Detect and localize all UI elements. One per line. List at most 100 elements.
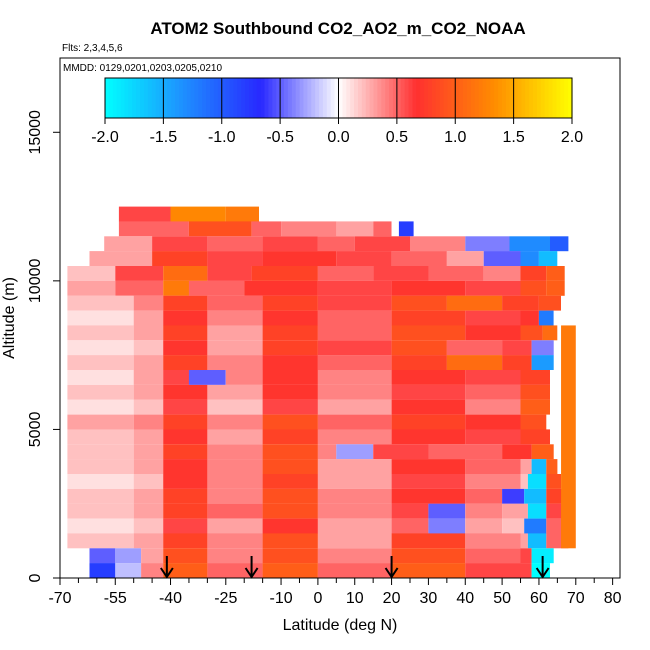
heatmap-cell [465,310,521,326]
colorbar-swatch [505,78,511,118]
colorbar-swatch [451,78,456,118]
heatmap-cell [251,221,282,237]
heatmap-cell [391,563,466,578]
colorbar-swatch [132,78,137,118]
heatmap-cell [520,325,543,341]
heatmap-cell [354,236,410,252]
x-tick-label: 50 [493,590,511,607]
heatmap-cell [281,221,337,237]
heatmap-cell [262,340,318,356]
heatmap-cell [428,503,466,519]
colorbar-swatch [287,78,293,118]
heatmap-cell [465,429,521,445]
colorbar-swatch [284,78,289,118]
colorbar-swatch [525,78,530,118]
heatmap-cell [531,444,554,460]
heatmap-cell [163,429,208,445]
heatmap-cell [391,295,447,311]
heatmap-cell [520,548,532,564]
colorbar-swatch [171,78,176,118]
colorbar-swatch [342,78,347,118]
x-tick-label: -70 [48,590,71,607]
colorbar-swatch [474,78,480,118]
heatmap-cell [163,548,208,564]
heatmap-cell [546,459,558,474]
heatmap-cell [104,236,153,252]
heatmap-cell [170,206,226,222]
colorbar-swatch [167,78,172,118]
heatmap-cell [133,444,164,460]
heatmap-cell [251,266,318,281]
colorbar-swatch [315,78,320,118]
heatmap-cell [67,474,134,489]
heatmap-cell [163,266,208,281]
heatmap-cell [133,518,164,534]
colorbar-swatch [225,78,231,118]
colorbar-swatch [459,78,464,118]
heatmap-cell [317,414,392,430]
heatmap-cell [391,414,466,430]
heatmap-cell [465,384,521,400]
heatmap-cell [67,295,134,311]
heatmap-cell [502,295,539,311]
heatmap-cell [262,533,318,549]
colorbar-swatch [346,78,351,118]
colorbar-swatch [455,78,460,118]
flight-arrow-head [160,567,174,579]
colorbar-swatch [143,78,149,118]
colorbar-swatch [552,78,558,118]
heatmap-cell [446,251,484,266]
heatmap-cell [531,459,547,474]
colorbar-swatch [151,78,157,118]
heatmap-cell [531,340,554,356]
heatmap-cell [163,310,208,326]
colorbar-swatch [194,78,199,118]
heatmap-cell [225,206,259,222]
heatmap-cell [207,355,263,370]
colorbar-swatch [509,78,515,118]
heatmap-cell [465,474,521,489]
heatmap-cell [67,488,134,504]
heatmap-cell [317,474,392,489]
heatmap-cell [391,370,466,385]
colorbar-swatch [389,78,394,118]
plot-frame [59,57,621,579]
chart-title: ATOM2 Southbound CO2_AO2_m_CO2_NOAA [150,19,525,38]
heatmap-cell [336,444,374,460]
y-tick-label: 15000 [27,110,44,155]
colorbar-swatch [105,78,110,118]
x-tick-label: -55 [104,590,127,607]
x-tick-label: -25 [214,590,237,607]
heatmap-cell [465,503,503,519]
heatmap-cell [465,548,521,564]
heatmap-cell [520,533,528,549]
heatmap-cell [67,325,134,341]
heatmap-cell [207,488,263,504]
heatmap-cell [118,206,171,222]
heatmap-cell [207,563,263,578]
heatmap-cell [317,280,392,296]
colorbar-swatch [280,78,285,118]
heatmap-cell [483,266,521,281]
colorbar-swatch [295,78,301,118]
colorbar-swatch [136,78,141,118]
flights-note: Flts: 2,3,4,5,6 [62,43,123,54]
heatmap-cell [207,325,263,341]
colorbar-swatch [533,78,538,118]
colorbar-swatch [424,78,429,118]
heatmap-cell [520,280,547,296]
heatmap-cell [538,310,554,326]
x-axis: -70 -55 -40 -25 -10 0 10 20 30 40 50 60 70 80 [48,578,622,607]
colorbar-swatch [396,78,402,118]
colorbar-swatch [439,78,445,118]
heatmap-cell [391,503,429,519]
heatmap-cell [262,429,318,445]
colorbar-swatch [420,78,425,118]
heatmap-cell [524,518,547,534]
colorbar-swatch [268,78,273,118]
colorbar-swatch [404,78,410,118]
x-tick-label: -40 [159,590,182,607]
heatmap-cell [262,414,318,430]
heatmap-cell [141,563,164,578]
